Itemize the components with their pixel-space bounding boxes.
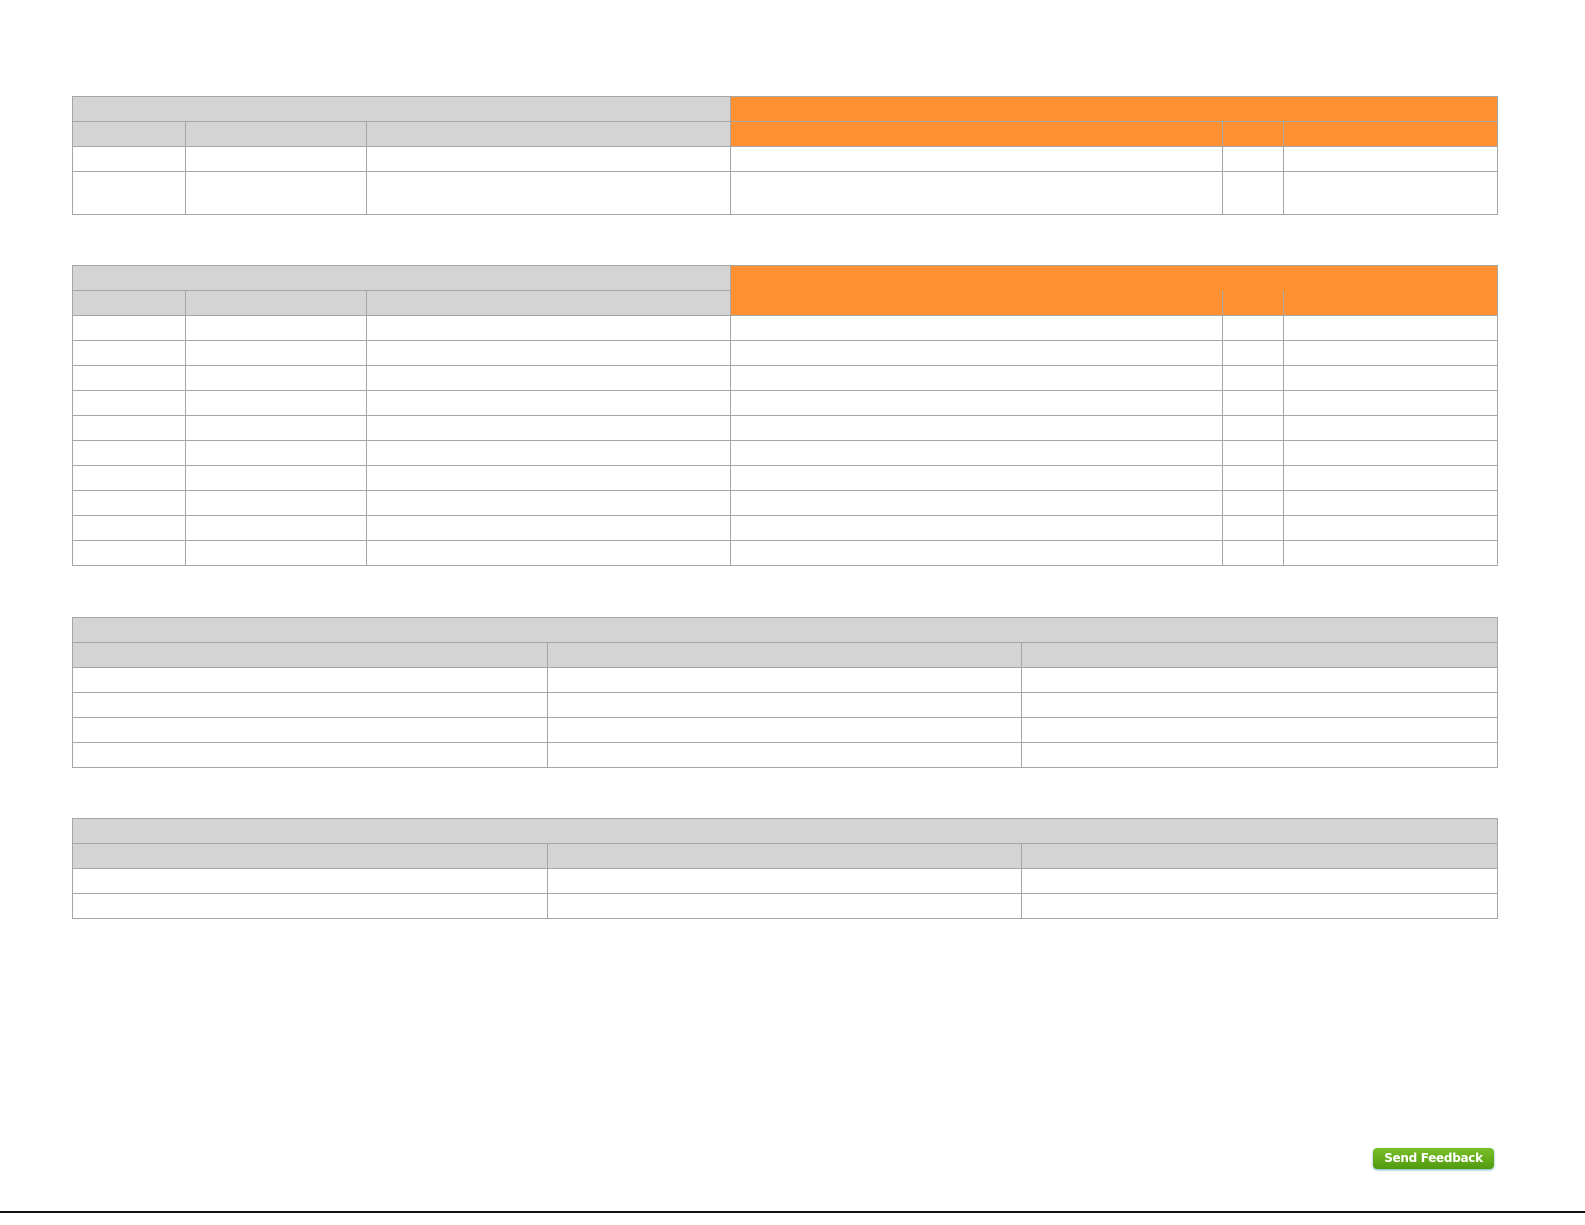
table-row [72, 340, 1499, 366]
table-row [72, 868, 1499, 894]
table-row [72, 440, 1499, 466]
table-4 [71, 818, 1499, 919]
table-row [72, 667, 1499, 693]
table-title-row [71, 96, 1499, 122]
table-3 [71, 617, 1499, 768]
table-row [72, 465, 1499, 491]
table-row [72, 515, 1499, 541]
table-row [72, 717, 1499, 743]
table-row [72, 315, 1499, 341]
table-row [72, 365, 1499, 391]
table-row [72, 390, 1499, 416]
table-row [72, 171, 1499, 215]
table-row [72, 415, 1499, 441]
table-row [72, 146, 1499, 172]
table-header-row [72, 290, 1499, 316]
page-bottom-divider [0, 1211, 1585, 1213]
table-row [72, 742, 1499, 768]
send-feedback-button[interactable]: Send Feedback [1373, 1148, 1494, 1169]
table-row [72, 692, 1499, 718]
table-header-row [72, 843, 1499, 869]
table-row [72, 490, 1499, 516]
table-title-row [71, 818, 1499, 844]
table-row [72, 540, 1499, 566]
table-title-row [71, 265, 1499, 291]
table-row [72, 893, 1499, 919]
table-1 [71, 96, 1499, 215]
table-2 [71, 265, 1499, 566]
table-header-row [72, 121, 1499, 147]
table-header-row [72, 642, 1499, 668]
table-title-row [71, 617, 1499, 643]
